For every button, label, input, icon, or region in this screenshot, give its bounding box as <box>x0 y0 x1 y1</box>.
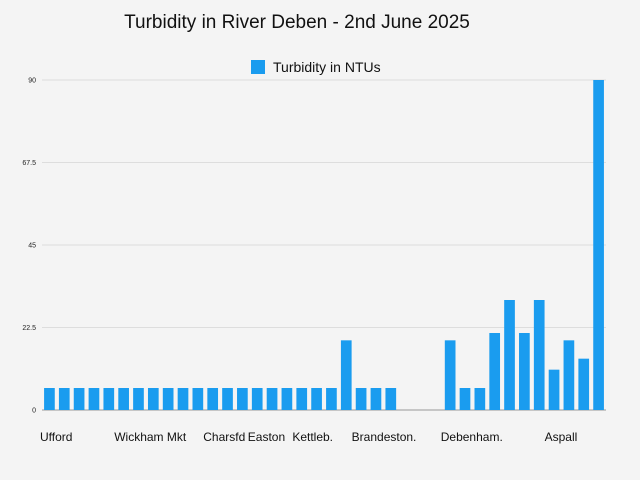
bar <box>489 333 501 410</box>
chart-title: Turbidity in River Deben - 2nd June 2025 <box>124 12 470 33</box>
bar <box>326 388 337 410</box>
x-category-label: Easton <box>248 430 285 444</box>
legend-swatch <box>251 60 265 74</box>
bar <box>162 388 174 410</box>
bar <box>118 388 129 410</box>
x-category-label: Debenham. <box>441 430 503 444</box>
bar <box>340 340 352 410</box>
bar <box>370 388 382 410</box>
x-category-label: Brandeston. <box>352 430 417 444</box>
bar <box>311 388 322 410</box>
bar <box>578 358 590 410</box>
bar <box>548 369 560 410</box>
bar <box>73 388 85 410</box>
legend: Turbidity in NTUs <box>251 59 381 75</box>
bar <box>504 300 515 410</box>
x-category-label: Aspall <box>545 430 578 444</box>
x-category-label: Charsfd <box>203 430 245 444</box>
bar <box>296 388 308 410</box>
bar <box>251 388 263 410</box>
bar <box>519 333 530 410</box>
y-tick-label: 90 <box>28 78 36 85</box>
bar <box>563 340 575 410</box>
bar <box>266 388 278 410</box>
bar <box>385 388 397 410</box>
bar <box>103 388 115 410</box>
y-tick-label: 67.5 <box>22 160 36 167</box>
legend-label: Turbidity in NTUs <box>273 59 381 75</box>
y-tick-label: 0 <box>32 408 36 415</box>
y-axis-ticks: 0 22.5 45 67.5 90 <box>22 78 36 415</box>
bar <box>88 388 100 410</box>
bar <box>207 388 219 410</box>
y-tick-label: 45 <box>28 243 36 250</box>
bar <box>222 388 233 410</box>
x-category-label: Kettleb. <box>292 430 333 444</box>
bar <box>58 388 70 410</box>
bar <box>177 388 189 410</box>
bar <box>237 388 248 410</box>
bar <box>133 388 144 410</box>
bar <box>355 388 367 410</box>
bar <box>593 80 604 410</box>
y-tick-label: 22.5 <box>22 325 36 332</box>
bar <box>281 388 293 410</box>
bar <box>533 300 545 410</box>
bar <box>44 388 55 410</box>
x-category-label: Ufford <box>40 430 72 444</box>
bar <box>147 388 159 410</box>
x-axis-labels: Ufford Wickham Mkt Charsfd Easton Kettleb. Br… <box>40 430 577 444</box>
bar <box>192 388 204 410</box>
bar <box>474 388 486 410</box>
bar <box>444 340 456 410</box>
x-category-label: Wickham Mkt <box>114 430 187 444</box>
bar <box>459 388 471 410</box>
bars <box>44 80 604 410</box>
